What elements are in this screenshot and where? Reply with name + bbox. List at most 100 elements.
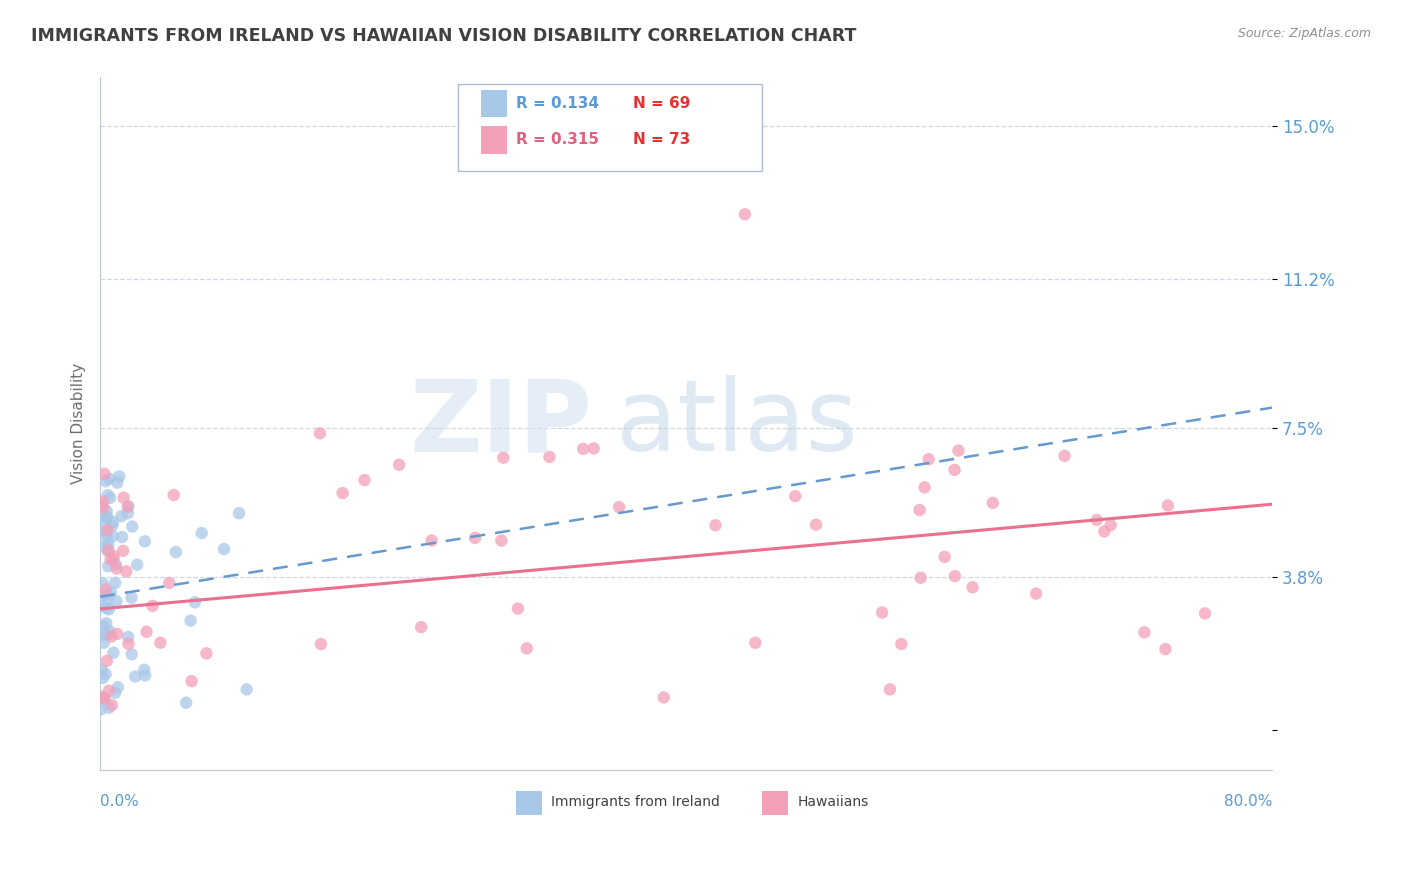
- Point: [1092, 524, 1115, 539]
- Point: [91, 690, 114, 705]
- Point: [135, 624, 157, 639]
- Point: [879, 682, 901, 697]
- Point: [180, 674, 202, 689]
- Point: [607, 500, 630, 514]
- Point: [165, 545, 187, 559]
- Point: [97, 683, 120, 698]
- Point: [94, 475, 117, 489]
- Point: [96, 616, 118, 631]
- Point: [96, 654, 118, 668]
- Point: [890, 637, 912, 651]
- Point: [91, 619, 114, 633]
- Point: [121, 519, 143, 533]
- Point: [101, 529, 124, 543]
- Point: [870, 606, 893, 620]
- Point: [652, 690, 675, 705]
- Point: [962, 580, 984, 594]
- Point: [353, 473, 375, 487]
- Point: [309, 637, 332, 651]
- Point: [914, 480, 936, 494]
- Point: [105, 627, 128, 641]
- Point: [744, 636, 766, 650]
- Point: [100, 630, 122, 644]
- Point: [117, 500, 139, 514]
- Point: [117, 630, 139, 644]
- Point: [332, 486, 354, 500]
- Point: [104, 558, 127, 572]
- Point: [1133, 625, 1156, 640]
- Point: [943, 463, 966, 477]
- Point: [121, 591, 143, 605]
- Point: [1157, 499, 1180, 513]
- Point: [96, 526, 118, 541]
- Point: [93, 692, 115, 706]
- Point: [97, 488, 120, 502]
- Point: [91, 671, 114, 685]
- Point: [785, 489, 807, 503]
- Point: [104, 686, 127, 700]
- Text: IMMIGRANTS FROM IRELAND VS HAWAIIAN VISION DISABILITY CORRELATION CHART: IMMIGRANTS FROM IRELAND VS HAWAIIAN VISI…: [31, 27, 856, 45]
- Point: [127, 558, 149, 572]
- Point: [97, 537, 120, 551]
- Point: [91, 500, 114, 515]
- Point: [105, 475, 128, 490]
- Text: R = 0.134: R = 0.134: [516, 96, 599, 111]
- Bar: [481, 89, 508, 117]
- Point: [981, 496, 1004, 510]
- Point: [94, 510, 117, 524]
- Point: [506, 601, 529, 615]
- Point: [157, 576, 180, 591]
- Point: [1053, 449, 1076, 463]
- Point: [235, 682, 257, 697]
- Point: [516, 641, 538, 656]
- Point: [94, 540, 117, 554]
- Point: [93, 467, 115, 481]
- Point: [115, 565, 138, 579]
- Point: [309, 426, 332, 441]
- Point: [96, 543, 118, 558]
- Point: [134, 534, 156, 549]
- Point: [97, 543, 120, 558]
- Point: [97, 700, 120, 714]
- Point: [91, 494, 114, 508]
- Point: [908, 503, 931, 517]
- Point: [105, 561, 128, 575]
- Point: [124, 669, 146, 683]
- Point: [180, 614, 202, 628]
- Point: [98, 624, 121, 639]
- Point: [704, 518, 727, 533]
- Point: [90, 663, 112, 677]
- Point: [103, 646, 125, 660]
- FancyBboxPatch shape: [457, 85, 762, 171]
- Point: [90, 498, 112, 512]
- Point: [91, 599, 114, 614]
- Point: [411, 620, 433, 634]
- Point: [388, 458, 411, 472]
- Point: [97, 591, 120, 606]
- Point: [101, 516, 124, 530]
- Point: [93, 690, 115, 705]
- Point: [734, 207, 756, 221]
- Point: [917, 452, 939, 467]
- Text: R = 0.315: R = 0.315: [516, 132, 599, 147]
- Bar: [516, 790, 543, 815]
- Point: [582, 442, 605, 456]
- Text: Immigrants from Ireland: Immigrants from Ireland: [551, 796, 720, 809]
- Point: [105, 594, 128, 608]
- Point: [94, 667, 117, 681]
- Point: [90, 524, 112, 538]
- Point: [90, 702, 112, 716]
- Point: [96, 588, 118, 602]
- Point: [1099, 518, 1122, 533]
- Point: [121, 648, 143, 662]
- Text: 80.0%: 80.0%: [1223, 794, 1272, 809]
- Point: [94, 582, 117, 597]
- Point: [572, 442, 595, 456]
- Point: [108, 469, 131, 483]
- Point: [101, 698, 124, 713]
- Point: [190, 526, 212, 541]
- Point: [101, 518, 124, 533]
- Point: [100, 585, 122, 599]
- Point: [103, 553, 125, 567]
- Point: [420, 533, 443, 548]
